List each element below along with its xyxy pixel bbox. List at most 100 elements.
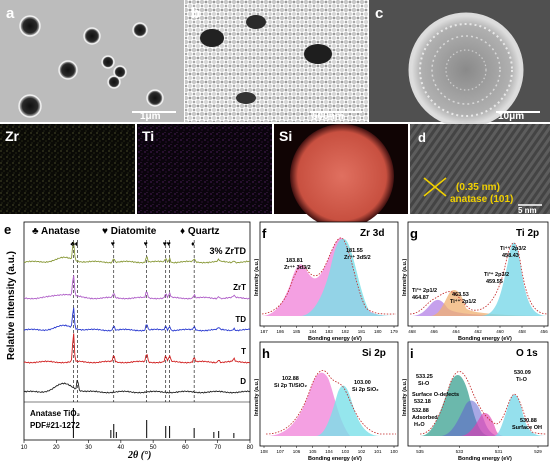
panel-a-letter: a [6,5,15,22]
xps-i-panel: i O 1s 533.25 Si-O Surface O-defects 532… [402,341,549,462]
xps-f-peak2-value: 181.55 [346,248,363,254]
xps-h-p2-value: 103.00 [354,380,371,386]
xps-f-ylabel: Intensity (a.u.) [254,259,260,296]
xrd-series-label: TD [235,315,246,324]
xrd-xtick-label: 60 [182,445,189,451]
xrd-ylabel: Relative intensity (a.u.) [6,251,17,360]
xps-xtick-label: 184 [309,329,317,334]
panel-b-scale: 500nm [312,111,344,122]
panel-c-scale: 10μm [498,111,524,122]
xps-g-p4-value: 464.87 [412,295,429,301]
xrd-peak-marker: ♥ [163,241,167,248]
xrd-xtick-label: 50 [150,445,157,451]
eds-si-label: Si [279,128,292,144]
xps-xtick-label: 182 [341,329,349,334]
xps-xtick-label: 187 [260,329,268,334]
xrd-xtick-label: 80 [247,445,254,451]
xrd-peak-marker: ♥ [111,241,115,248]
xrd-series-line [23,275,251,300]
xrd-frame [23,221,251,441]
xps-f-peak1-label: Zr⁴⁺ 3d3/2 [284,264,311,271]
xps-h-ticks: 108 107 106 105 104 103 102 101 100 [260,446,398,454]
xps-xtick-label: 183 [325,329,333,334]
legend-quartz: ♦ Quartz [180,226,220,237]
xrd-series-label: D [240,377,246,386]
xrd-series-label: ZrT [233,283,246,292]
xps-i-p4-label: Ti-O [516,377,528,383]
xps-xtick-label: 185 [293,329,301,334]
xps-xtick-label: 529 [534,449,542,454]
xps-xtick-label: 102 [358,449,366,454]
legend-diatomite: ♥ Diatomite [102,226,157,237]
xps-i-p3-label2: H₂O [414,422,425,428]
panel-d-scale: 5 nm [518,206,537,215]
xps-h-p2-label: Si 2p SiO₂ [352,387,379,393]
panel-d: d (0.35 nm) anatase (101) 5 nm [410,124,550,215]
xps-i-element: O 1s [516,348,538,359]
xps-xtick-label: 468 [408,329,416,334]
xps-g-p2-value: 459.55 [486,279,503,285]
xps-xtick-label: 180 [374,329,382,334]
xrd-peak-marker: ♣ [70,241,75,248]
xps-h-ylabel: Intensity (a.u.) [254,379,260,416]
xps-i-p2-label: Surface O-defects [412,392,459,398]
xps-xtick-label: 533 [456,449,464,454]
panel-a: a 1μm [0,0,184,122]
xps-xtick-label: 462 [474,329,482,334]
xps-g-xlabel: Bonding energy (eV) [458,336,512,342]
panel-d-spacing: (0.35 nm) [456,182,500,193]
panel-a-scale: 1μm [140,111,161,122]
xps-xtick-label: 460 [496,329,504,334]
eds-si-map: Si [274,124,408,228]
xps-h-p1-label: Si 2p Ti/SiO₂ [274,383,307,389]
xps-xtick-label: 458 [518,329,526,334]
xps-f-element: Zr 3d [360,228,384,239]
xps-xtick-label: 101 [374,449,382,454]
xrd-letter: e [4,222,11,237]
xps-f-xlabel: Bonding energy (eV) [308,336,362,342]
xps-xtick-label: 466 [430,329,438,334]
xrd-peak-marker: ♦ [191,241,195,248]
xps-i-p4-value: 530.09 [514,370,531,376]
xps-xtick-label: 535 [416,449,424,454]
xps-g-p3-label: Ti⁴⁺ 2p1/2 [450,298,476,305]
panel-c-letter: c [375,5,383,22]
eds-zr-label: Zr [5,128,20,144]
legend-anatase: ♣ Anatase [32,226,80,237]
xrd-series-line [23,307,251,332]
xps-f-panel: f Zr 3d 183.81 Zr⁴⁺ 3d3/2 181.55 Zr⁴⁺ 3d… [254,221,399,342]
xps-xtick-label: 107 [276,449,284,454]
xrd-peak-marker: ♥ [144,241,148,248]
panel-b: b 500nm [185,0,368,122]
panel-d-letter: d [418,130,426,145]
xps-xtick-label: 464 [452,329,460,334]
xrd-xtick-label: 40 [118,445,125,451]
xps-i-ylabel: Intensity (a.u.) [402,379,408,416]
xrd-series-line [23,379,251,394]
xps-i-p1-value: 533.25 [416,374,433,380]
xps-xtick-label: 186 [276,329,284,334]
xps-i-letter: i [410,346,414,361]
xps-g-panel: g Ti 2p Ti⁴⁺ 2p3/2 458.43 Ti³⁺ 2p3/2 459… [402,221,549,342]
xrd-xtick-label: 20 [53,445,60,451]
panel-d-plane: anatase (101) [450,194,513,205]
xps-i-p5-label: Surface OH [512,425,542,431]
xrd-xtick-label: 30 [85,445,92,451]
xps-g-p2-label: Ti³⁺ 2p3/2 [484,271,509,278]
xps-xtick-label: 108 [260,449,268,454]
xrd-ref-label-2: PDF#21-1272 [30,421,80,430]
xrd-panel: e ♣ Anatase ♥ Diatomite ♦ Quartz Relativ… [4,221,254,461]
xps-xtick-label: 181 [358,329,366,334]
xps-i-ticks: 535 533 531 529 [416,446,542,454]
xps-h-letter: h [262,346,270,361]
xrd-xtick-label: 70 [214,445,221,451]
xps-xtick-label: 105 [309,449,317,454]
xps-f-letter: f [262,226,267,241]
xps-g-p1-label: Ti⁴⁺ 2p3/2 [500,245,526,252]
panel-c: c 10μm [369,0,550,128]
xps-i-p2-value: 532.18 [414,399,431,405]
xps-h-xlabel: Bonding energy (eV) [308,456,362,462]
